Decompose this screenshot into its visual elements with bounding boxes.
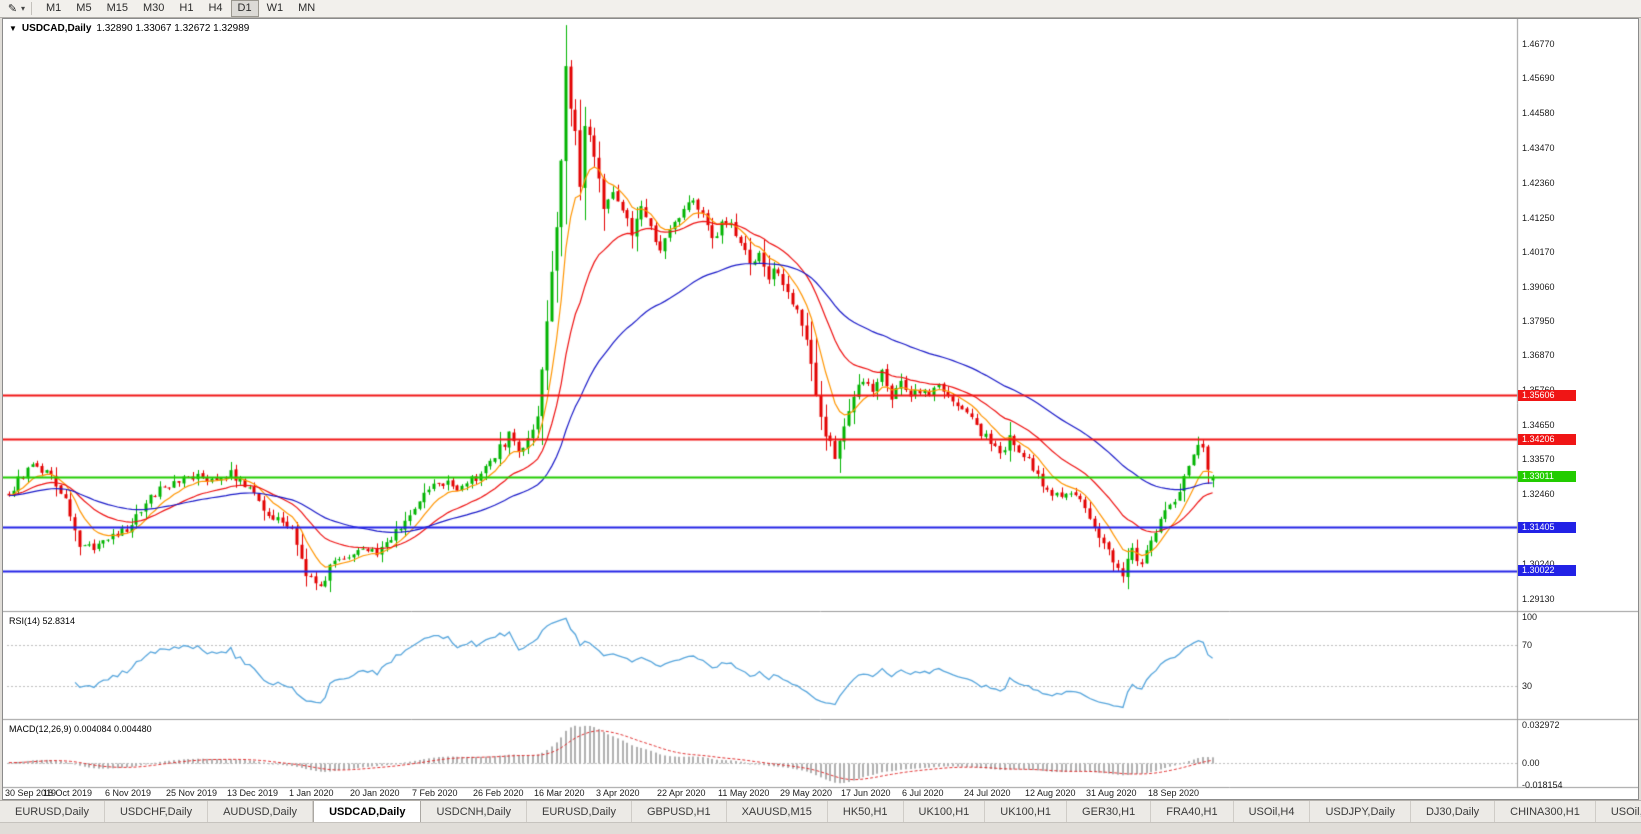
date-axis-label: 12 Aug 2020 xyxy=(1025,788,1076,798)
price-axis-label: 1.44580 xyxy=(1522,108,1555,118)
chart-tab-usdjpy-daily[interactable]: USDJPY,Daily xyxy=(1310,801,1411,822)
rsi-indicator-title: RSI(14) 52.8314 xyxy=(9,616,76,626)
date-axis-label: 1 Jan 2020 xyxy=(289,788,334,798)
chart-tab-usdchf-daily[interactable]: USDCHF,Daily xyxy=(105,801,209,822)
chart-symbol-label: USDCAD,Daily xyxy=(21,23,92,34)
chart-menu-icon[interactable]: ▼ xyxy=(9,24,17,33)
price-axis-label: 1.40170 xyxy=(1522,247,1555,257)
date-axis-label: 22 Apr 2020 xyxy=(657,788,706,798)
date-axis-label: 6 Jul 2020 xyxy=(902,788,944,798)
date-axis-label: 25 Nov 2019 xyxy=(166,788,218,798)
macd-axis-label: 0.032972 xyxy=(1522,720,1560,730)
price-axis-label: 1.42360 xyxy=(1522,178,1555,188)
chart-tab-china300-h1[interactable]: CHINA300,H1 xyxy=(1495,801,1596,822)
price-axis-label: 1.33570 xyxy=(1522,454,1555,464)
chart-tab-hk50-h1[interactable]: HK50,H1 xyxy=(828,801,904,822)
chart-tab-eurusd-daily[interactable]: EURUSD,Daily xyxy=(0,801,105,822)
date-axis-label: 17 Jun 2020 xyxy=(841,788,891,798)
price-axis-label: 1.45690 xyxy=(1522,73,1555,83)
price-level-tag: 1.33011 xyxy=(1518,471,1576,482)
price-axis-label: 1.43470 xyxy=(1522,143,1555,153)
chart-tab-bar: EURUSD,Daily USDCHF,Daily AUDUSD,Daily USDC… xyxy=(0,800,1641,823)
price-chart-canvas[interactable] xyxy=(3,19,1638,799)
chart-ohlc-values: 1.32890 1.33067 1.32672 1.32989 xyxy=(96,23,250,34)
macd-axis-label: 0.00 xyxy=(1522,758,1540,768)
price-level-tag: 1.35606 xyxy=(1518,390,1576,401)
date-axis-label: 11 May 2020 xyxy=(718,788,770,798)
timeframe-button-m15[interactable]: M15 xyxy=(106,2,128,14)
price-axis-label: 1.32460 xyxy=(1522,489,1555,499)
chart-area: ▼ USDCAD,Daily 1.32890 1.33067 1.32672 1… xyxy=(2,18,1639,800)
toolbar: ✎ ▾ M1 M5 M15 M30 H1 H4 D1 W1 MN xyxy=(0,0,1641,18)
rsi-axis-label: 70 xyxy=(1522,640,1533,650)
timeframe-button-m5[interactable]: M5 xyxy=(76,2,92,14)
chart-tab-uk100-h1[interactable]: UK100,H1 xyxy=(904,801,986,822)
chart-tab-audusd-daily[interactable]: AUDUSD,Daily xyxy=(208,801,314,822)
chart-tab-usoil-h4[interactable]: USOil,H4 xyxy=(1234,801,1311,822)
price-axis-label: 1.36870 xyxy=(1522,350,1555,360)
date-axis-label: 7 Feb 2020 xyxy=(412,788,458,798)
macd-axis-label: -0.018154 xyxy=(1522,780,1563,790)
date-axis-label: 30 Sep 2019 xyxy=(5,788,57,798)
date-axis-label: 20 Jan 2020 xyxy=(350,788,400,798)
date-axis-label: 24 Jul 2020 xyxy=(964,788,1011,798)
toolbar-separator xyxy=(31,2,33,15)
timeframe-button-d1[interactable]: D1 xyxy=(230,0,259,17)
price-axis-label: 1.41250 xyxy=(1522,213,1555,223)
chart-tab-ger30-h1[interactable]: GER30,H1 xyxy=(1067,801,1152,822)
timeframe-button-h1[interactable]: H1 xyxy=(179,2,194,14)
price-axis-label: 1.30240 xyxy=(1522,559,1555,569)
chart-tab-dj30-daily[interactable]: DJ30,Daily xyxy=(1411,801,1496,822)
date-axis-label: 16 Mar 2020 xyxy=(534,788,585,798)
tool-dropdown-caret-icon[interactable]: ▾ xyxy=(21,4,26,13)
date-axis-label: 18 Sep 2020 xyxy=(1148,788,1200,798)
chart-tab-uk100-h1[interactable]: UK100,H1 xyxy=(985,801,1068,822)
date-axis-label: 29 May 2020 xyxy=(780,788,833,798)
timeframe-button-m30[interactable]: M30 xyxy=(142,2,165,14)
price-axis-label: 1.29130 xyxy=(1522,594,1555,604)
chart-tab-gbpusd-h1[interactable]: GBPUSD,H1 xyxy=(632,801,727,822)
date-axis-label: 26 Feb 2020 xyxy=(473,788,524,798)
price-level-tag: 1.34206 xyxy=(1518,434,1576,445)
rsi-axis-label: 30 xyxy=(1522,681,1533,691)
price-axis-label: 1.39060 xyxy=(1522,282,1555,292)
timeframe-button-mn[interactable]: MN xyxy=(298,2,316,14)
chart-title: ▼ USDCAD,Daily 1.32890 1.33067 1.32672 1… xyxy=(9,23,249,34)
date-axis-label: 18 Oct 2019 xyxy=(43,788,93,798)
chart-tab-usoil-h4[interactable]: USOil,H4 xyxy=(1596,801,1641,822)
chart-tab-fra40-h1[interactable]: FRA40,H1 xyxy=(1151,801,1234,822)
chart-tab-usdcad-daily[interactable]: USDCAD,Daily xyxy=(313,801,422,822)
chart-tab-usdcnh-daily[interactable]: USDCNH,Daily xyxy=(421,801,528,822)
timeframe-button-h4[interactable]: H4 xyxy=(208,2,223,14)
chart-tab-eurusd-daily[interactable]: EURUSD,Daily xyxy=(527,801,632,822)
price-axis-label: 1.34650 xyxy=(1522,420,1555,430)
rsi-axis-label: 100 xyxy=(1522,612,1538,622)
price-level-tag: 1.31405 xyxy=(1518,522,1576,533)
annotation-tool-icon[interactable]: ✎ xyxy=(7,2,18,15)
timeframe-buttons: M1 M5 M15 M30 H1 H4 D1 W1 MN xyxy=(39,0,322,17)
date-axis-label: 31 Aug 2020 xyxy=(1086,788,1137,798)
timeframe-button-w1[interactable]: W1 xyxy=(266,2,284,14)
date-axis-label: 3 Apr 2020 xyxy=(596,788,640,798)
date-axis-label: 6 Nov 2019 xyxy=(105,788,152,798)
chart-tab-xauusd-m15[interactable]: XAUUSD,M15 xyxy=(727,801,828,822)
timeframe-button-m1[interactable]: M1 xyxy=(46,2,62,14)
price-axis-label: 1.46770 xyxy=(1522,39,1555,49)
date-axis-label: 13 Dec 2019 xyxy=(227,788,279,798)
price-axis-label: 1.37950 xyxy=(1522,316,1555,326)
macd-indicator-title: MACD(12,26,9) 0.004084 0.004480 xyxy=(9,724,152,734)
price-level-tag: 1.30022 xyxy=(1518,565,1576,576)
